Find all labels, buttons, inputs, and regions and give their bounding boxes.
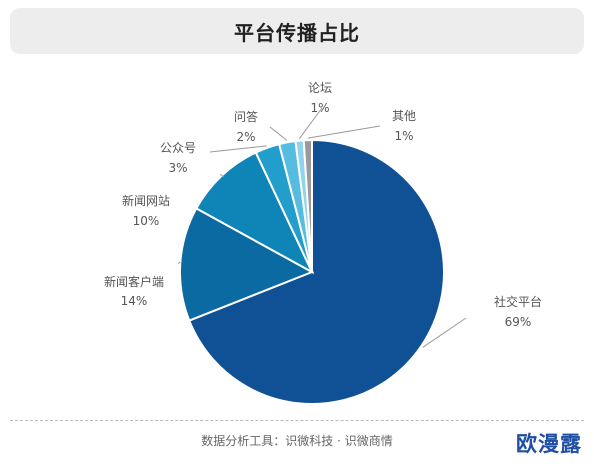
pie-slice xyxy=(187,138,445,405)
slice-label: 问答 xyxy=(234,109,258,124)
leader-line xyxy=(269,126,288,141)
leader-line xyxy=(177,261,181,264)
pie-slice xyxy=(179,207,315,322)
leader-lines xyxy=(177,107,467,348)
slice-label: 社交平台 xyxy=(494,294,542,309)
brand-watermark: 欧漫露 xyxy=(516,432,582,456)
pie-chart: 社交平台 69% 新闻客户端 14% 新闻网站 10% 公众号 3% 问答 2% 论坛 1% 其他 1% xyxy=(104,81,542,405)
leader-line xyxy=(209,145,267,153)
leader-line xyxy=(422,317,467,348)
slice-label: 其他 xyxy=(392,109,416,123)
pie-slice xyxy=(302,138,313,273)
slice-percent: 14% xyxy=(121,294,148,308)
slice-percent: 2% xyxy=(236,130,255,144)
slice-label: 论坛 xyxy=(308,81,332,95)
slice-percent: 69% xyxy=(505,315,532,329)
chart-title: 平台传播占比 xyxy=(234,20,360,45)
pie-slices xyxy=(179,138,445,405)
slice-label: 新闻网站 xyxy=(122,193,170,208)
leader-line xyxy=(219,173,225,178)
slice-labels: 社交平台 69% 新闻客户端 14% 新闻网站 10% 公众号 3% 问答 2% 论坛 1% 其他 1% xyxy=(104,81,542,329)
slice-label: 公众号 xyxy=(160,141,196,155)
leader-line xyxy=(298,107,323,139)
slice-label: 新闻客户端 xyxy=(104,274,164,289)
slice-percent: 10% xyxy=(133,214,160,228)
slice-percent: 1% xyxy=(394,129,413,143)
footer-source: 数据分析工具：识微科技 · 识微商情 xyxy=(201,434,393,448)
leader-line xyxy=(307,125,381,139)
slice-percent: 1% xyxy=(310,101,329,115)
footer-divider xyxy=(10,420,584,421)
slice-percent: 3% xyxy=(168,161,187,175)
title-bar: 平台传播占比 xyxy=(10,8,584,54)
